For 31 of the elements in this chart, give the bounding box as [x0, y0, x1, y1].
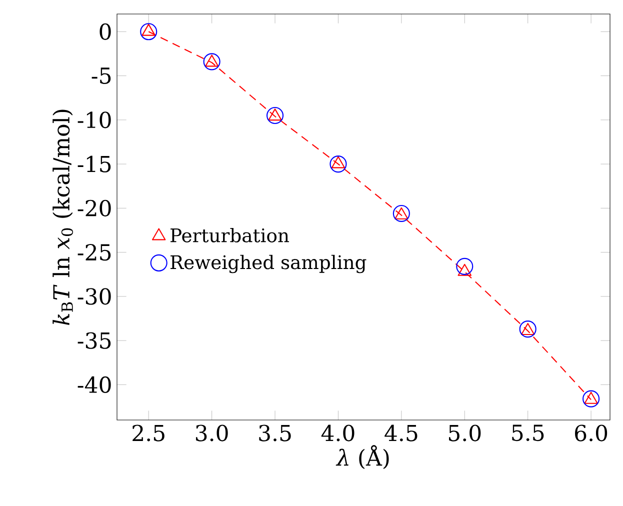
y-tick-label: -20	[78, 200, 111, 216]
y-tick-label: -10	[78, 112, 111, 128]
x-tick-label: 5.0	[449, 424, 481, 442]
x-tick-label: 2.5	[132, 424, 164, 442]
x-tick-label: 5.5	[512, 424, 544, 442]
x-axis-title: λ (Å)	[336, 445, 389, 470]
y-tick-label: -5	[92, 68, 111, 84]
point	[456, 258, 474, 275]
point	[392, 204, 410, 222]
point	[140, 23, 158, 40]
point	[458, 264, 472, 276]
y-tick-label: -15	[78, 156, 111, 172]
x-tick-label: 4.5	[384, 424, 418, 442]
y-axis-title: k$_{B}$T ln x$_{0}$ (kcal/mol)	[52, 110, 74, 326]
y-tick-label: -30	[78, 288, 111, 305]
y-tick-label: -40	[78, 376, 111, 394]
legend-label: Perturbation	[170, 228, 289, 242]
x-tick-label: 4.0	[321, 424, 354, 442]
point	[204, 54, 219, 67]
x-tick-label: 3.5	[259, 424, 291, 442]
y-tick-label: 0	[100, 23, 111, 40]
x-tick-label: 6.0	[575, 424, 608, 442]
x-tick-label: 3.0	[196, 424, 228, 442]
point	[203, 53, 220, 70]
point	[331, 156, 346, 168]
point	[582, 390, 600, 408]
y-tick-label: -25	[78, 244, 111, 261]
y-tick-label: -35	[78, 332, 111, 349]
point	[330, 156, 347, 173]
legend-label: Reweighed sampling	[170, 254, 366, 274]
point	[266, 106, 284, 124]
